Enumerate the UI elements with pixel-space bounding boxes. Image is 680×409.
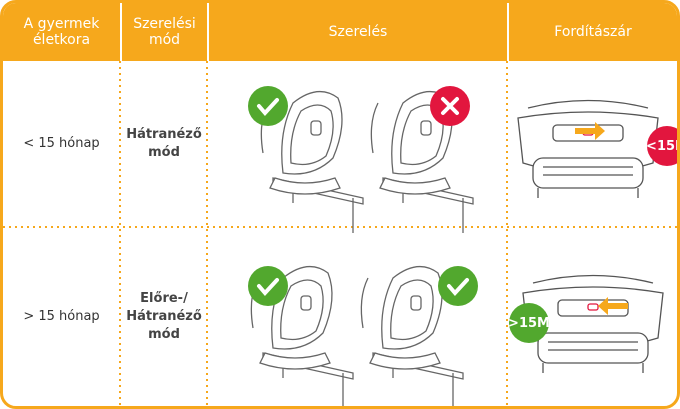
arrow-right [575,122,605,140]
check-icon [436,264,480,308]
age-cell: < 15 hónap [23,136,100,151]
mode-cell: Előre-/ Hátranéző mód [126,290,202,342]
arrow-left [598,297,628,315]
mode-cell: Hátranéző mód [126,127,202,160]
lock-badge: >15M [508,303,550,343]
check-icon [246,264,290,308]
header-cell: Fordítászár [507,3,677,61]
cross-icon [428,84,472,128]
illustrations [3,61,677,406]
header-cell: Szerelés [207,3,507,61]
lock-badge: <15M [646,126,677,166]
header-cell: A gyermek életkora [3,3,120,61]
age-cell: > 15 hónap [23,308,100,324]
header-cell: Szerelési mód [120,3,207,61]
check-icon [246,84,290,128]
lock-illustration [517,99,659,199]
dividers [3,61,677,406]
